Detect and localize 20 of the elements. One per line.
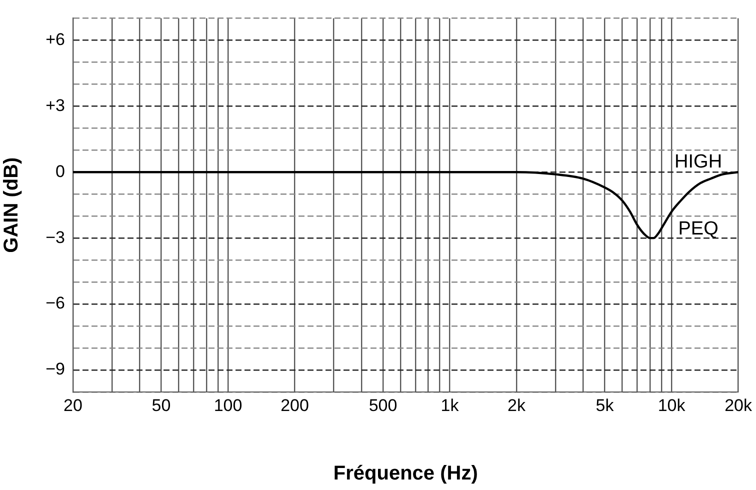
x-tick-label: 20 bbox=[64, 396, 82, 415]
x-tick-label: 500 bbox=[368, 396, 398, 415]
y-tick-label: +3 bbox=[46, 96, 65, 115]
x-tick-label: 100 bbox=[214, 396, 242, 415]
x-tick-label: 5k bbox=[596, 396, 614, 415]
x-tick-label: 50 bbox=[152, 396, 171, 415]
y-tick-label: −9 bbox=[46, 360, 65, 379]
annotation: PEQ bbox=[678, 218, 718, 240]
annotation: HIGH bbox=[674, 151, 722, 172]
y-tick-label: −6 bbox=[46, 294, 65, 313]
x-tick-label: 200 bbox=[280, 396, 309, 415]
x-tick-label: 2k bbox=[508, 396, 526, 415]
y-axis-title: GAIN (dB) bbox=[0, 157, 23, 253]
x-tick-label: 10k bbox=[658, 396, 686, 415]
x-tick-label: 1k bbox=[440, 396, 460, 415]
y-tick-label: −3 bbox=[46, 228, 65, 247]
x-tick-label: 20k bbox=[724, 396, 752, 415]
x-axis-title: Fréquence (Hz) bbox=[333, 462, 478, 485]
y-tick-label: +6 bbox=[46, 30, 65, 49]
y-tick-label: 0 bbox=[56, 162, 65, 181]
